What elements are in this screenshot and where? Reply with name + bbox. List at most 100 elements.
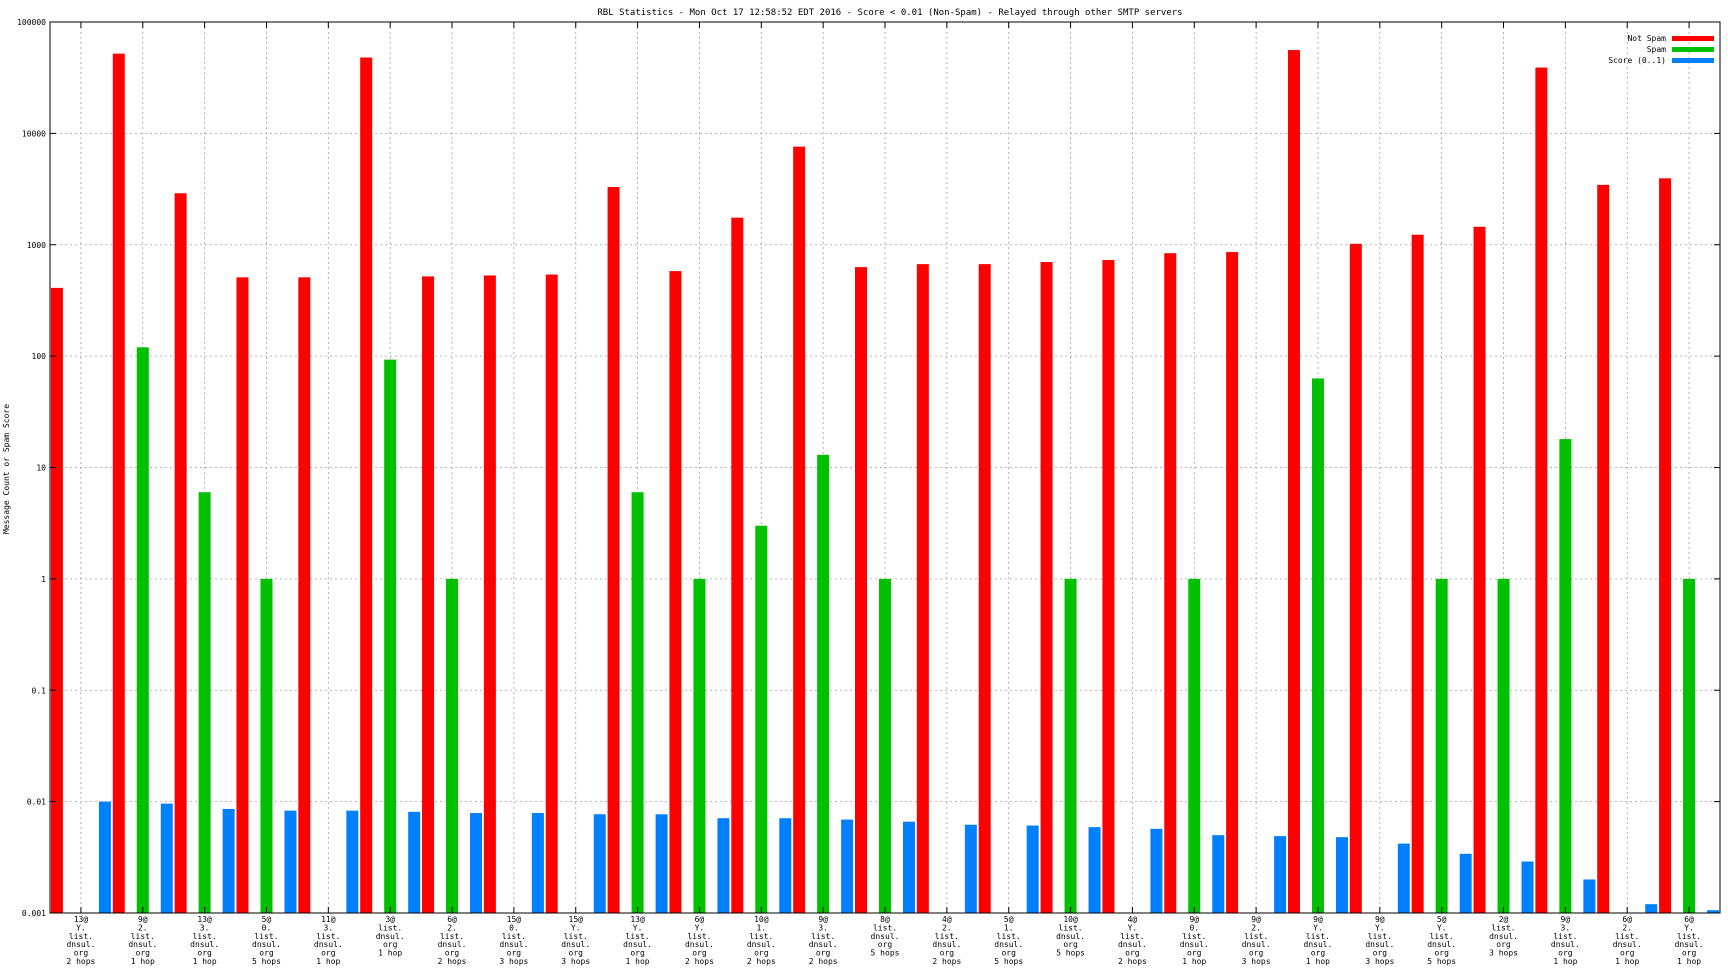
bar-score-0-1 [1150,828,1163,913]
bar-not-spam [1411,234,1424,913]
x-tick-label: 11@ 3. list. dnsul. org 1 hop [314,915,343,966]
bar-not-spam [1164,253,1177,913]
bar-spam [693,578,706,913]
x-tick-label: 13@ Y. list. dnsul. org 1 hop [623,915,652,966]
x-tick-label: 9@ 2. list. dnsul. org 1 hop [128,915,157,966]
x-tick-label: 5@ 0. list. dnsul. org 5 hops [252,915,281,966]
bar-spam [446,578,459,913]
bar-score-0-1 [1645,904,1658,913]
bar-score-0-1 [98,801,111,913]
bar-not-spam [1102,259,1115,913]
bar-spam [1064,578,1077,913]
bar-not-spam [1659,178,1672,913]
bar-not-spam [607,187,620,914]
y-tick-label: 0.1 [32,686,47,695]
bar-score-0-1 [531,813,544,913]
y-tick-label: 10 [36,464,46,473]
bar-score-0-1 [1707,910,1720,913]
x-tick-label: 6@ Y. list. dnsul. org 2 hops [685,915,714,966]
bar-not-spam [1597,184,1610,913]
legend-label: Not Spam [1627,34,1666,43]
y-tick-label: 0.01 [27,798,46,807]
bar-not-spam [1040,262,1053,913]
bar-score-0-1 [1026,825,1039,913]
bar-not-spam [1226,252,1239,914]
bar-not-spam [916,264,929,913]
bar-score-0-1 [1521,861,1534,913]
y-tick-label: 1000 [27,241,46,250]
y-tick-label: 0.001 [22,909,46,918]
bar-score-0-1 [1459,853,1472,913]
bar-not-spam [793,146,806,913]
bar-spam [1188,578,1201,913]
bar-spam [1497,578,1510,913]
x-tick-label: 6@ 2. list. dnsul. org 2 hops [438,915,467,966]
bar-not-spam [236,277,249,914]
bar-spam [1435,578,1448,913]
bar-spam [817,454,830,913]
x-tick-label: 10@ 1. list. dnsul. org 2 hops [747,915,776,966]
axis-ticks: 100000 10000 1000 100 10 1 0.1 0.01 0.001 13@ Y. li… [17,18,1720,966]
x-tick-label: 5@ 1. list. dnsul. org 5 hops [994,915,1023,966]
x-tick-label: 9@ Y. list. dnsul. org 1 hop [1304,915,1333,966]
bar-not-spam [50,287,63,913]
x-tick-label: 5@ Y. list. dnsul. org 5 hops [1427,915,1456,966]
x-tick-label: 4@ Y. list. dnsul. org 2 hops [1118,915,1147,966]
bar-spam [1559,439,1572,913]
bar-spam [260,578,273,913]
bar-not-spam [669,271,682,913]
bar-spam [136,347,149,914]
bar-score-0-1 [593,814,606,913]
x-tick-label: 6@ 2. list. dnsul. org 1 hop [1613,915,1642,966]
bar-not-spam [1287,50,1300,914]
x-tick-label: 15@ Y. list. dnsul. org 3 hops [561,915,590,966]
bar-score-0-1 [841,819,854,913]
bar-score-0-1 [470,813,483,913]
bar-spam [879,578,891,913]
bar-spam [1311,378,1324,913]
y-tick-label: 1 [41,575,46,584]
bar-not-spam [1535,67,1548,914]
x-tick-label: 15@ 0. list. dnsul. org 3 hops [499,915,528,966]
y-tick-label: 100000 [17,18,46,27]
bar-not-spam [1473,226,1486,913]
bar-score-0-1 [1212,835,1225,913]
bar-score-0-1 [284,810,297,913]
bar-not-spam [360,57,373,913]
y-tick-label: 100 [32,352,47,361]
x-tick-label: 9@ 3. list. dnsul. org 2 hops [809,915,838,966]
bar-score-0-1 [964,824,977,913]
bar-spam [198,492,211,913]
bar-spam [631,492,644,913]
bar-not-spam [112,53,125,913]
bar-not-spam [855,267,867,913]
x-tick-label: 9@ 2. list. dnsul. org 3 hops [1242,915,1271,966]
bar-spam [1683,578,1696,913]
bar-score-0-1 [779,818,792,913]
x-tick-label: 4@ 2. list. dnsul. org 2 hops [932,915,961,966]
bar-not-spam [298,277,311,914]
bar-score-0-1 [1274,836,1287,913]
bar-not-spam [174,193,187,913]
y-tick-label: 10000 [22,129,46,138]
bar-spam [755,525,768,913]
legend-swatch [1672,58,1714,63]
bar-score-0-1 [346,810,359,913]
legend-label: Score (0..1) [1608,56,1666,65]
x-tick-label: 9@ 0. list. dnsul. org 1 hop [1180,915,1209,966]
x-tick-label: 13@ Y. list. dnsul. org 2 hops [66,915,95,966]
bar-score-0-1 [717,818,730,913]
bar-not-spam [978,264,991,913]
y-axis-label: Message Count or Spam Score [2,404,11,534]
bar-score-0-1 [1088,827,1101,913]
x-tick-label: 2@ list. dnsul. org 3 hops [1489,915,1518,958]
x-tick-label: 3@ list. dnsul. org 1 hop [376,915,405,958]
x-tick-label: 9@ 3. list. dnsul. org 1 hop [1551,915,1580,966]
chart-title: RBL Statistics - Mon Oct 17 12:58:52 EDT… [597,8,1182,18]
bar-not-spam [483,275,496,914]
bar-score-0-1 [160,803,173,913]
bar-score-0-1 [1397,843,1410,913]
bar-score-0-1 [222,808,235,913]
legend-swatch [1672,36,1714,41]
